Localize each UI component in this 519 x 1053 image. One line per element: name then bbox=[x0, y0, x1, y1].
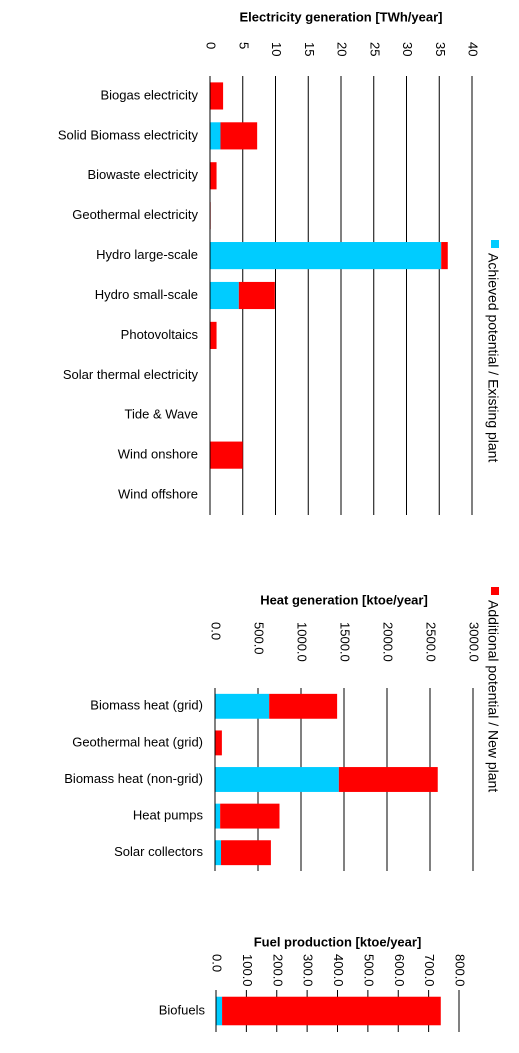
x-tick-label: 1000.0 bbox=[295, 622, 310, 662]
category-label: Geothermal heat (grid) bbox=[72, 734, 203, 749]
x-tick-label: 1500.0 bbox=[338, 622, 353, 662]
x-tick-label: 20 bbox=[335, 42, 350, 56]
bar-segment bbox=[220, 122, 258, 150]
bar-segment bbox=[210, 162, 217, 190]
x-tick-label: 30 bbox=[400, 42, 415, 56]
category-label: Biomass heat (grid) bbox=[90, 698, 203, 713]
bar-segment bbox=[441, 242, 448, 270]
category-label: Biogas electricity bbox=[100, 87, 198, 102]
category-label: Biowaste electricity bbox=[87, 167, 198, 182]
x-tick-label: 2500.0 bbox=[424, 622, 439, 662]
legend-label: Achieved potential / Existing plant bbox=[485, 253, 501, 462]
legend-label: Additional potential / New plant bbox=[485, 600, 501, 792]
category-label: Tide & Wave bbox=[125, 407, 198, 422]
x-tick-label: 300.0 bbox=[301, 954, 316, 987]
chart-title: Electricity generation [TWh/year] bbox=[240, 9, 443, 24]
bar-segment bbox=[221, 840, 271, 866]
x-tick-label: 400.0 bbox=[331, 954, 346, 987]
x-tick-label: 500.0 bbox=[252, 622, 267, 655]
x-tick-label: 200.0 bbox=[270, 954, 285, 987]
bar-segment bbox=[269, 693, 338, 719]
chart-title: Heat generation [ktoe/year] bbox=[260, 592, 428, 607]
legend-swatch bbox=[491, 587, 499, 595]
x-tick-label: 0.0 bbox=[210, 954, 225, 972]
x-tick-label: 25 bbox=[367, 42, 382, 56]
x-tick-label: 100.0 bbox=[240, 954, 255, 987]
category-label: Wind offshore bbox=[118, 486, 198, 501]
bar-segment bbox=[210, 321, 217, 349]
category-label: Photovoltaics bbox=[121, 327, 199, 342]
bar-segment bbox=[215, 840, 222, 866]
x-tick-label: 600.0 bbox=[392, 954, 407, 987]
bar-segment bbox=[210, 441, 243, 469]
category-label: Solid Biomass electricity bbox=[58, 127, 199, 142]
category-label: Biomass heat (non-grid) bbox=[64, 771, 203, 786]
x-tick-label: 35 bbox=[433, 42, 448, 56]
bar-segment bbox=[222, 996, 441, 1026]
x-tick-label: 800.0 bbox=[453, 954, 468, 987]
x-tick-label: 500.0 bbox=[361, 954, 376, 987]
x-tick-label: 0 bbox=[204, 42, 219, 49]
x-tick-label: 5 bbox=[236, 42, 251, 49]
category-label: Biofuels bbox=[159, 1002, 206, 1017]
x-tick-label: 2000.0 bbox=[381, 622, 396, 662]
bar-segment bbox=[210, 122, 221, 150]
bar-segment bbox=[215, 767, 339, 792]
bar-segment bbox=[238, 281, 275, 310]
bar-segment bbox=[216, 996, 223, 1026]
x-tick-label: 15 bbox=[302, 42, 317, 56]
x-tick-label: 3000.0 bbox=[467, 622, 482, 662]
category-label: Hydro small-scale bbox=[95, 287, 198, 302]
bar-segment bbox=[220, 803, 280, 829]
category-label: Geothermal electricity bbox=[72, 207, 198, 222]
bar-segment bbox=[215, 803, 221, 829]
chart-title: Fuel production [ktoe/year] bbox=[254, 934, 422, 949]
bar-segment bbox=[210, 82, 224, 110]
x-tick-label: 10 bbox=[269, 42, 284, 56]
category-label: Heat pumps bbox=[133, 808, 204, 823]
bar-segment bbox=[215, 730, 222, 756]
x-tick-label: 700.0 bbox=[422, 954, 437, 987]
x-tick-label: 40 bbox=[466, 42, 481, 56]
bar-segment bbox=[215, 693, 270, 719]
category-label: Wind onshore bbox=[118, 447, 198, 462]
category-label: Hydro large-scale bbox=[96, 247, 198, 262]
x-tick-label: 0.0 bbox=[209, 622, 224, 640]
bar-segment bbox=[210, 281, 239, 310]
legend-swatch bbox=[491, 240, 499, 248]
bar-segment bbox=[210, 242, 442, 270]
category-label: Solar collectors bbox=[114, 844, 203, 859]
bar-segment bbox=[338, 767, 438, 792]
category-label: Solar thermal electricity bbox=[63, 367, 199, 382]
